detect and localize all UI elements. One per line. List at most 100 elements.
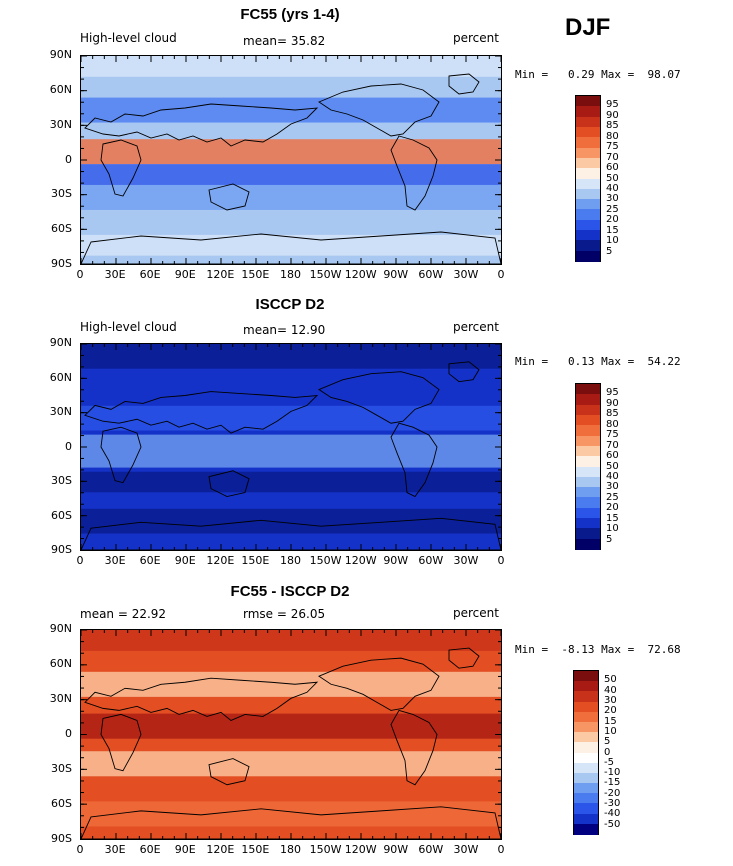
- lat-tick-label: 60N: [49, 82, 72, 96]
- colorbar-swatch: [574, 681, 598, 692]
- colorbar-swatch: [576, 106, 600, 118]
- colorbar-label: 0: [604, 746, 611, 758]
- panel-1-title: FC55 (yrs 1-4): [240, 6, 340, 23]
- colorbar-swatch: [576, 157, 600, 169]
- colorbar-swatch: [576, 147, 600, 159]
- colorbar-label: 5: [606, 533, 613, 545]
- lon-tick-label: 150W: [309, 554, 342, 567]
- colorbar-swatch: [574, 701, 598, 713]
- coastline: [100, 426, 142, 484]
- coastline: [81, 806, 501, 839]
- coastline: [100, 139, 142, 197]
- colorbar-swatch: [576, 116, 600, 128]
- lon-tick-label: 90W: [383, 554, 409, 567]
- lon-tick-label: 60W: [418, 554, 444, 567]
- colorbar-label: 50: [606, 460, 619, 472]
- colorbar-swatch: [576, 404, 600, 416]
- panel-1-lat-axis: 90N 60N 30N 0 30S 60S 90S: [34, 48, 80, 270]
- colorbar-swatch: [574, 783, 598, 794]
- map-field-band: [81, 713, 501, 739]
- colorbar-swatch: [574, 671, 598, 682]
- coastline: [84, 103, 319, 147]
- lat-tick-label: 60N: [49, 657, 72, 670]
- colorbar-swatch: [574, 793, 598, 804]
- colorbar-label: -15: [604, 777, 621, 789]
- lon-tick-label: 150E: [241, 268, 270, 281]
- map-field-band: [81, 234, 501, 256]
- lon-tick-label: 120W: [344, 554, 377, 567]
- colorbar-swatch: [576, 240, 600, 252]
- lon-tick-label: 0: [497, 554, 505, 567]
- panel-2-map: [80, 343, 502, 551]
- colorbar-swatch: [576, 528, 600, 540]
- colorbar-label: -20: [604, 787, 621, 799]
- lon-tick-label: 150E: [241, 554, 270, 567]
- lon-tick-label: 30W: [453, 268, 479, 281]
- panel-3-unit-label: percent: [453, 606, 499, 620]
- panel-3-lon-axis: 0 30E 60E 90E 120E 150E 180 150W 120W 90W 60W 30W 0: [77, 841, 505, 865]
- colorbar-swatch: [576, 394, 600, 406]
- colorbar-label: 60: [606, 162, 619, 174]
- lat-tick-label: 0: [65, 152, 72, 166]
- coastline: [318, 83, 440, 137]
- lon-tick-label: 120W: [344, 843, 377, 856]
- map-field-band: [81, 801, 501, 827]
- colorbar-label: 80: [606, 418, 619, 430]
- colorbar-swatch: [574, 711, 598, 723]
- lat-tick-label: 30N: [49, 692, 72, 705]
- panel-2-lon-axis: 0 30E 60E 90E 120E 150E 180 150W 120W 90W 60W 30W 0: [77, 552, 505, 576]
- panel-2-minmax: Min = 0.13 Max = 54.22: [515, 355, 681, 368]
- colorbar-swatch: [574, 813, 598, 825]
- map-ticks: [81, 344, 501, 550]
- panel-2-mean-label: mean= 12.90: [243, 323, 326, 337]
- coastline: [318, 657, 440, 711]
- colorbar-label: 5: [604, 736, 611, 748]
- colorbar-swatch: [576, 250, 600, 262]
- lon-tick-label: 30E: [104, 268, 126, 281]
- panel-3-colorbar: [573, 670, 599, 835]
- colorbar-swatch: [574, 721, 598, 733]
- colorbar-swatch: [574, 803, 598, 815]
- colorbar-swatch: [574, 732, 598, 743]
- lon-tick-label: 120E: [206, 554, 235, 567]
- panel-2-colorbar: [575, 383, 601, 550]
- lon-tick-label: 60W: [418, 268, 444, 281]
- colorbar-label: 20: [606, 502, 619, 514]
- lat-tick-label: 30N: [49, 117, 72, 131]
- lon-tick-label: 150W: [309, 268, 342, 281]
- colorbar-swatch: [576, 456, 600, 467]
- colorbar-label: 40: [604, 684, 617, 696]
- coastline: [318, 371, 440, 424]
- colorbar-label: 15: [606, 512, 619, 524]
- colorbar-swatch: [576, 425, 600, 437]
- lat-tick-label: 0: [65, 727, 72, 740]
- coastline: [390, 709, 438, 786]
- colorbar-swatch: [576, 188, 600, 200]
- colorbar-label: 10: [604, 725, 617, 737]
- lat-tick-label: 90N: [49, 336, 72, 349]
- panel-3-lat-axis: 90N 60N 30N 0 30S 60S 90S: [34, 622, 80, 845]
- colorbar-swatch: [576, 445, 600, 457]
- lon-tick-label: 60W: [418, 843, 444, 856]
- map-ticks: [81, 56, 501, 264]
- colorbar-label: 10: [606, 523, 619, 535]
- coastline: [208, 470, 250, 497]
- map-field-band: [81, 434, 501, 468]
- lon-tick-label: 180: [280, 268, 301, 281]
- colorbar-swatch: [574, 762, 598, 774]
- lat-tick-label: 0: [65, 439, 72, 453]
- panel-1-lon-axis: 0 30E 60E 90E 120E 150E 180 150W 120W 90W 60W 30W 0: [77, 266, 505, 290]
- season-label: DJF: [565, 14, 611, 41]
- lon-tick-label: 60E: [139, 843, 161, 856]
- lon-tick-label: 60E: [139, 268, 161, 281]
- colorbar-swatch: [576, 476, 600, 488]
- coastline: [84, 677, 319, 721]
- colorbar-label: 50: [604, 674, 617, 686]
- lon-tick-label: 90W: [383, 843, 409, 856]
- map-field-band: [81, 751, 501, 777]
- lat-tick-label: 90N: [49, 622, 72, 635]
- colorbar-swatch: [576, 384, 600, 395]
- colorbar-label: 40: [606, 182, 619, 194]
- colorbar-label: 10: [606, 235, 619, 247]
- lon-tick-label: 0: [76, 554, 84, 567]
